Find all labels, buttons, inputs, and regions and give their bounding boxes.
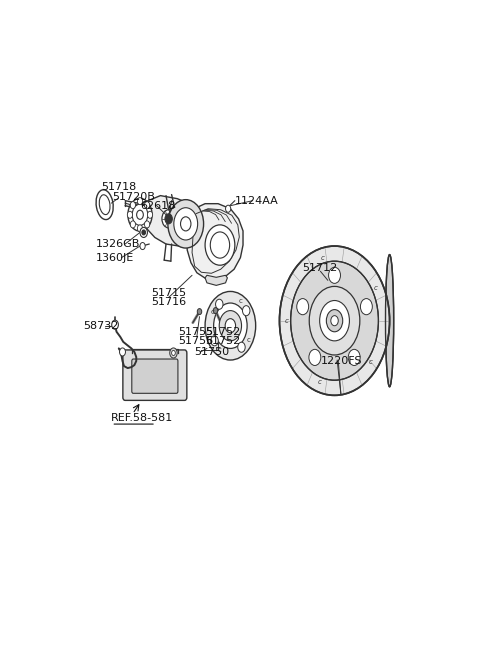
Text: 51712: 51712	[302, 263, 337, 272]
Circle shape	[210, 232, 229, 258]
FancyBboxPatch shape	[123, 350, 187, 400]
Circle shape	[142, 230, 145, 235]
FancyBboxPatch shape	[132, 359, 178, 393]
Circle shape	[205, 291, 256, 360]
Text: 51756: 51756	[178, 336, 214, 346]
Circle shape	[137, 198, 143, 204]
Text: c: c	[320, 255, 324, 261]
Text: 51716: 51716	[151, 297, 186, 307]
Circle shape	[130, 202, 135, 209]
Circle shape	[216, 299, 223, 309]
Text: c: c	[374, 286, 378, 291]
Ellipse shape	[96, 190, 113, 219]
Circle shape	[309, 286, 360, 355]
Circle shape	[144, 202, 150, 209]
Circle shape	[348, 349, 360, 365]
Circle shape	[226, 205, 231, 212]
Text: 51755: 51755	[178, 327, 214, 337]
Circle shape	[320, 301, 349, 341]
Ellipse shape	[137, 210, 144, 219]
Circle shape	[147, 212, 153, 218]
Text: 51720B: 51720B	[112, 192, 155, 202]
Circle shape	[137, 225, 143, 232]
Circle shape	[242, 306, 250, 316]
Text: 51718: 51718	[101, 182, 136, 192]
Text: 51715: 51715	[151, 288, 186, 298]
Text: c: c	[239, 298, 243, 305]
Polygon shape	[186, 204, 243, 280]
Circle shape	[279, 246, 390, 396]
Circle shape	[331, 316, 338, 326]
Text: c: c	[218, 347, 222, 353]
Ellipse shape	[385, 255, 394, 386]
Circle shape	[309, 349, 321, 365]
Circle shape	[120, 348, 125, 356]
Circle shape	[130, 221, 135, 228]
Circle shape	[238, 342, 245, 352]
Circle shape	[174, 208, 198, 240]
Text: 51750: 51750	[194, 347, 229, 357]
Polygon shape	[144, 196, 203, 246]
Text: 58732: 58732	[83, 321, 119, 331]
Circle shape	[211, 336, 218, 346]
Text: c: c	[246, 337, 251, 343]
Text: 1360JE: 1360JE	[96, 253, 133, 263]
Text: c: c	[210, 309, 214, 314]
Polygon shape	[205, 275, 228, 286]
Circle shape	[290, 261, 378, 380]
Circle shape	[144, 221, 150, 228]
Text: 1326GB: 1326GB	[96, 239, 140, 249]
Circle shape	[205, 225, 235, 265]
Ellipse shape	[99, 195, 110, 215]
Circle shape	[326, 310, 343, 332]
Text: 51752: 51752	[205, 327, 240, 337]
Text: 1220FS: 1220FS	[321, 356, 362, 366]
Text: REF.58-581: REF.58-581	[111, 413, 174, 422]
Circle shape	[180, 217, 191, 231]
Circle shape	[165, 214, 172, 224]
Circle shape	[140, 227, 147, 238]
Circle shape	[171, 350, 175, 356]
Circle shape	[219, 310, 241, 341]
Circle shape	[297, 299, 309, 315]
Text: 1124AA: 1124AA	[235, 196, 278, 206]
Text: c: c	[318, 379, 322, 385]
Circle shape	[140, 242, 145, 250]
Circle shape	[329, 267, 340, 284]
Circle shape	[360, 299, 372, 315]
Circle shape	[162, 210, 175, 228]
Circle shape	[197, 309, 202, 314]
Circle shape	[225, 319, 236, 333]
Circle shape	[214, 303, 247, 348]
Text: c: c	[285, 318, 289, 324]
Circle shape	[170, 348, 177, 358]
Text: 62618: 62618	[140, 200, 175, 211]
Text: 51752: 51752	[205, 336, 240, 346]
Circle shape	[112, 320, 119, 329]
Text: c: c	[369, 359, 373, 365]
Ellipse shape	[128, 198, 152, 231]
Circle shape	[168, 200, 204, 248]
Ellipse shape	[132, 204, 148, 225]
Circle shape	[127, 212, 132, 218]
Circle shape	[213, 308, 218, 314]
